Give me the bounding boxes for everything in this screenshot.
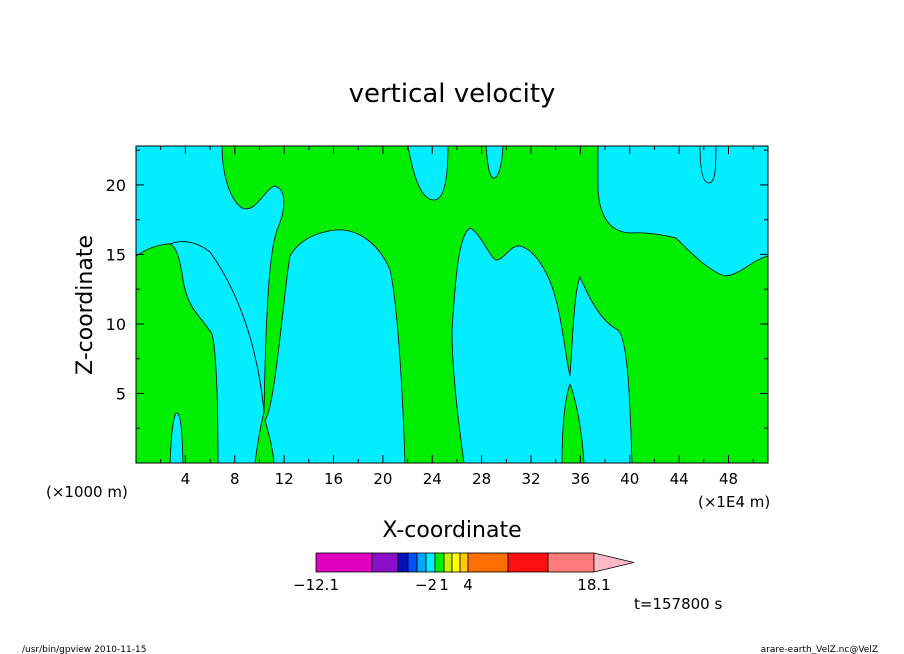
contour-region-top-drop-1 bbox=[485, 146, 504, 179]
colorbar-label: 18.1 bbox=[577, 576, 610, 594]
x-tick-label: 32 bbox=[521, 470, 540, 488]
colorbar-segment bbox=[397, 552, 409, 573]
time-label: t=157800 s bbox=[634, 595, 722, 613]
x-axis-label: X-coordinate bbox=[382, 518, 521, 543]
x-tick-label: 4 bbox=[181, 470, 191, 488]
colorbar-label: −2 bbox=[415, 576, 437, 594]
colorbar-segment bbox=[315, 552, 373, 573]
x-tick-label: 8 bbox=[230, 470, 240, 488]
y-axis-label: Z-coordinate bbox=[73, 235, 98, 375]
x-tick-label: 48 bbox=[719, 470, 738, 488]
contour-region-top-drop-2 bbox=[699, 146, 717, 184]
y-tick-label: 20 bbox=[106, 176, 126, 195]
colorbar-segment bbox=[459, 552, 469, 573]
contour-region-left-column bbox=[168, 241, 265, 463]
plot-frame bbox=[135, 145, 769, 464]
colorbar-segment bbox=[467, 552, 509, 573]
x-tick-label: 44 bbox=[670, 470, 689, 488]
y-tick-label: 5 bbox=[116, 384, 126, 403]
x-axis-ticks bbox=[160, 146, 754, 463]
colorbar-label: −12.1 bbox=[293, 576, 339, 594]
contour-region-left-small bbox=[169, 412, 184, 463]
colorbar-segment bbox=[443, 552, 453, 573]
chart-title: vertical velocity bbox=[349, 79, 556, 109]
colorbar-arrow bbox=[593, 552, 635, 573]
colorbar-label: 4 bbox=[463, 576, 473, 594]
footer-right-text: arare-earth_VelZ.nc@VelZ bbox=[761, 645, 878, 654]
colorbar-segment bbox=[371, 552, 399, 573]
x-tick-label: 12 bbox=[275, 470, 294, 488]
contour-region-top-notch bbox=[407, 146, 449, 201]
footer-left-text: /usr/bin/gpview 2010-11-15 bbox=[22, 645, 146, 654]
x-tick-label: 24 bbox=[423, 470, 442, 488]
contour-region-mid-right bbox=[451, 227, 633, 463]
colorbar-label: 1 bbox=[439, 576, 449, 594]
colorbar-labels: −12.1 −2 1 4 18.1 bbox=[293, 576, 611, 594]
x-tick-label: 20 bbox=[373, 470, 392, 488]
colorbar-segment bbox=[416, 552, 427, 573]
y-axis-ticks bbox=[136, 149, 768, 429]
colorbar-segment bbox=[507, 552, 549, 573]
y-tick-label: 15 bbox=[106, 245, 126, 264]
colorbar-segment bbox=[547, 552, 595, 573]
x-axis-tick-labels: 4 8 12 16 20 24 28 32 36 40 44 48 bbox=[181, 470, 738, 488]
x-tick-label: 16 bbox=[324, 470, 343, 488]
colorbar-segment bbox=[425, 552, 436, 573]
contour-region-upper-right bbox=[597, 146, 768, 277]
x-tick-label: 28 bbox=[472, 470, 491, 488]
x-unit-right-label: (×1E4 m) bbox=[698, 493, 770, 511]
contour-region-center-dome bbox=[264, 229, 406, 463]
colorbar-segment bbox=[451, 552, 461, 573]
colorbar-segment bbox=[407, 552, 418, 573]
y-tick-label: 10 bbox=[106, 315, 126, 334]
colorbar-segment bbox=[434, 552, 445, 573]
y-axis-tick-labels: 5 10 15 20 bbox=[106, 176, 126, 404]
x-unit-left-label: (×1000 m) bbox=[46, 483, 128, 501]
colorbar bbox=[315, 552, 635, 573]
x-tick-label: 40 bbox=[620, 470, 639, 488]
x-tick-label: 36 bbox=[571, 470, 590, 488]
